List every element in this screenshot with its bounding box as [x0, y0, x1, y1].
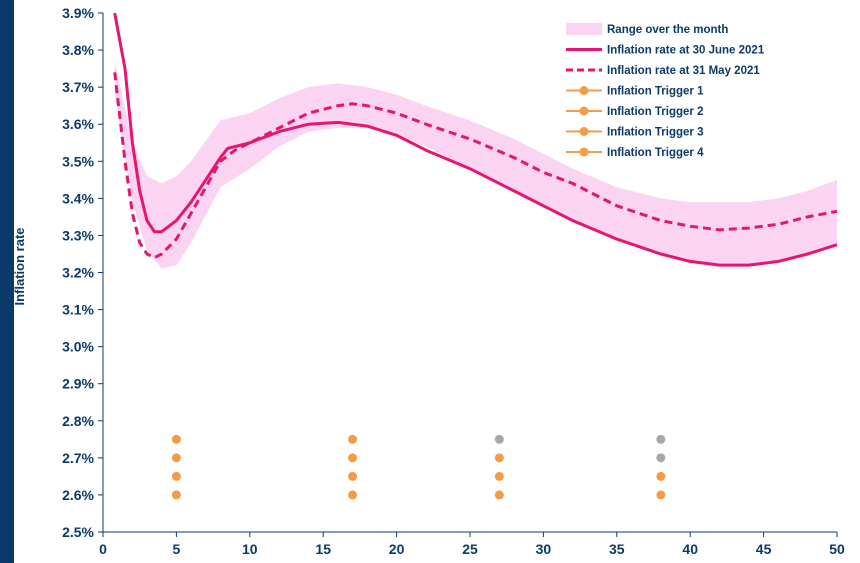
trigger-1-point — [171, 490, 181, 500]
series-line-may-2021 — [113, 72, 838, 260]
trigger-2-point — [494, 471, 504, 481]
legend-label: Inflation Trigger 4 — [607, 147, 704, 159]
y-tick-label: 2.9% — [62, 376, 94, 392]
plot-area: 2.5% 2.6% 2.7% 2.8% 2.9% 3.0% 3.1% 3.2% 3.3% 3.4%… — [62, 5, 845, 557]
x-tick-label: 25 — [462, 541, 478, 557]
x-tick-label: 40 — [682, 541, 698, 557]
legend-label: Inflation Trigger 3 — [607, 127, 703, 139]
x-tick-label: 0 — [99, 541, 107, 557]
x-tick-label: 10 — [242, 541, 258, 557]
trigger-3-point — [348, 453, 358, 463]
trigger-4-point — [348, 434, 358, 444]
legend-swatch-trigger-dot — [579, 147, 589, 157]
legend-label: Inflation rate at 31 May 2021 — [607, 65, 760, 77]
x-tick-label: 15 — [315, 541, 331, 557]
y-tick-label: 3.6% — [62, 116, 94, 132]
trigger-1-point — [656, 490, 666, 500]
y-tick-label: 2.6% — [62, 487, 94, 503]
y-axis-label: Inflation rate — [14, 227, 27, 305]
trigger-3-point — [494, 453, 504, 463]
trigger-4-point — [656, 434, 666, 444]
y-tick-label: 2.5% — [62, 524, 94, 540]
inflation-chart: Inflation rate 2.5% 2.6% 2.7% 2.8% 2.9% 3.0% 3… — [14, 5, 845, 557]
legend-swatch-trigger-dot — [579, 86, 589, 95]
trigger-4-point — [171, 434, 181, 444]
legend-label: Inflation rate at 30 June 2021 — [607, 45, 765, 57]
x-tick-label: 35 — [609, 541, 625, 557]
trigger-1-point — [494, 490, 504, 500]
x-tick-label: 45 — [756, 541, 772, 557]
legend-swatch-trigger-dot — [579, 127, 589, 136]
y-tick-label: 3.7% — [62, 79, 94, 95]
y-tick-label: 3.3% — [62, 227, 94, 243]
y-tick-label: 3.5% — [62, 153, 94, 169]
y-tick-label: 3.9% — [62, 5, 94, 21]
series-line-june-2021 — [113, 12, 838, 267]
trigger-2-point — [171, 471, 181, 481]
legend-label: Range over the month — [607, 24, 728, 36]
x-tick-label: 20 — [389, 541, 405, 557]
legend-swatch-trigger-dot — [579, 106, 589, 116]
range-band — [114, 61, 837, 269]
y-tick-label: 2.8% — [62, 413, 94, 429]
trigger-1-point — [348, 490, 358, 500]
trigger-2-point — [348, 471, 358, 481]
chart-container: Inflation rate 2.5% 2.6% 2.7% 2.8% 2.9% 3.0% 3… — [14, 0, 860, 563]
y-tick-label: 2.7% — [62, 450, 94, 466]
trigger-3-point — [171, 453, 181, 463]
y-tick-label: 3.1% — [62, 302, 94, 318]
trigger-3-point — [656, 453, 666, 463]
x-tick-label: 30 — [536, 541, 552, 557]
y-tick-label: 3.0% — [62, 339, 94, 355]
legend-label: Inflation Trigger 2 — [607, 106, 703, 118]
y-tick-label: 3.4% — [62, 190, 94, 206]
trigger-2-point — [656, 471, 666, 481]
legend-label: Inflation Trigger 1 — [607, 86, 704, 98]
trigger-4-point — [494, 434, 504, 444]
y-tick-label: 3.8% — [62, 42, 94, 58]
y-tick-label: 3.2% — [62, 265, 94, 281]
x-tick-label: 5 — [173, 541, 181, 557]
x-tick-label: 50 — [829, 541, 845, 557]
legend: Range over the month Inflation rate at 30… — [566, 23, 765, 159]
legend-swatch-range — [566, 23, 602, 35]
